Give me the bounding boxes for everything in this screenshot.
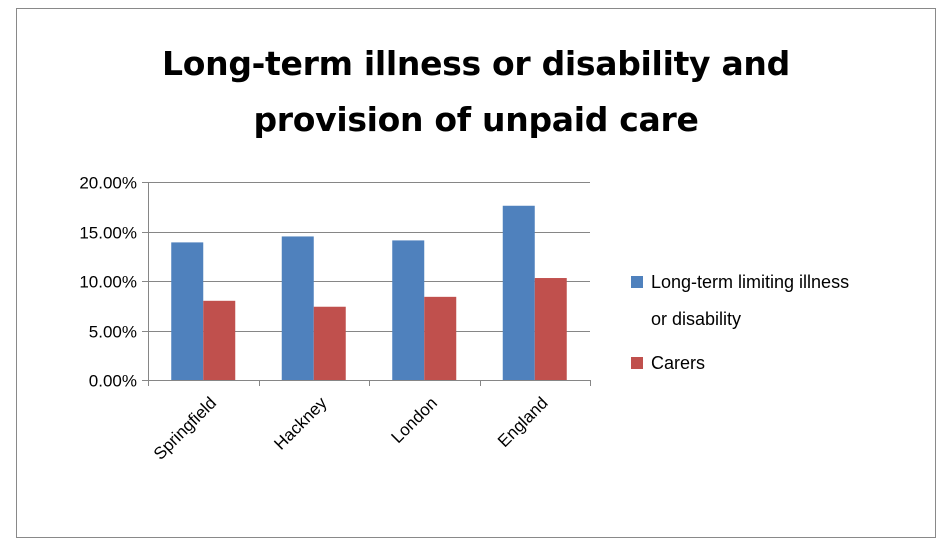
- chart-title: Long-term illness or disability and prov…: [16, 36, 936, 148]
- bar-carers: [313, 306, 346, 380]
- legend-swatch: [631, 276, 643, 288]
- chart-area: [16, 8, 936, 538]
- chart-title-line-2: provision of unpaid care: [253, 100, 699, 139]
- legend-label: or disability: [651, 309, 741, 329]
- chart-title-line-1: Long-term illness or disability and: [162, 44, 790, 83]
- x-tick-label: Springfield: [150, 393, 220, 463]
- legend-label: Carers: [651, 353, 705, 373]
- y-tick-label: 10.00%: [79, 273, 137, 292]
- y-tick-label: 5.00%: [89, 323, 137, 342]
- y-tick-label: 0.00%: [89, 372, 137, 391]
- x-tick-label: Hackney: [270, 393, 331, 454]
- y-tick-label: 20.00%: [79, 174, 137, 193]
- legend-label: Long-term limiting illness: [651, 272, 849, 292]
- legend-swatch: [631, 357, 643, 369]
- bar-carers: [534, 278, 567, 380]
- bar-illness: [392, 240, 425, 380]
- x-tick-label: England: [494, 393, 552, 451]
- bar-carers: [203, 300, 236, 380]
- bar-illness: [171, 242, 204, 380]
- bar-illness: [281, 236, 314, 380]
- bar-carers: [424, 296, 457, 380]
- x-tick-label: London: [388, 393, 442, 447]
- bar-illness: [502, 205, 535, 380]
- y-tick-label: 15.00%: [79, 224, 137, 243]
